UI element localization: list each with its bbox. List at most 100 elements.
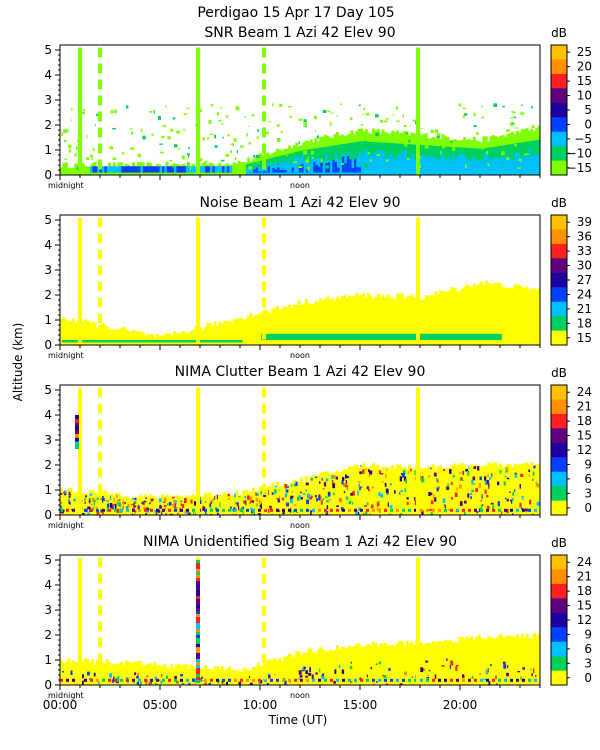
speckle — [84, 508, 87, 512]
speckle — [151, 133, 154, 136]
speckle — [490, 502, 493, 504]
speckle — [441, 665, 445, 667]
heat-column — [199, 495, 203, 515]
speckle — [336, 115, 339, 117]
colorbar-unit: dB — [551, 536, 567, 550]
speckle — [476, 132, 479, 135]
colorbar-label: 24 — [577, 385, 592, 399]
heat-column — [350, 333, 353, 341]
heat-column — [160, 340, 164, 343]
heat-column — [254, 492, 258, 515]
heat-column — [199, 327, 203, 345]
heat-column — [278, 333, 281, 341]
heat-column — [244, 668, 248, 685]
speckle — [182, 129, 186, 131]
speckle — [134, 505, 137, 508]
heat-column — [64, 319, 68, 345]
speckle — [318, 508, 321, 512]
speckle — [177, 512, 179, 515]
speckle — [427, 674, 430, 676]
speckle — [75, 445, 79, 449]
heat-column — [250, 168, 254, 175]
heat-column — [266, 310, 270, 345]
speckle — [192, 508, 195, 512]
speckle — [214, 134, 217, 139]
heat-column — [520, 634, 524, 685]
heat-column — [338, 472, 342, 515]
heat-column — [100, 340, 104, 343]
speckle — [394, 490, 396, 494]
speckle — [114, 503, 117, 509]
speckle — [481, 494, 483, 499]
heat-column — [153, 662, 157, 685]
heat-column — [314, 653, 318, 685]
heat-column — [340, 647, 344, 685]
heat-column — [153, 496, 157, 515]
speckle — [351, 156, 355, 160]
colorbar-label: 20 — [577, 60, 592, 74]
heat-column — [210, 340, 214, 343]
heat-column — [262, 170, 266, 173]
speckle — [76, 166, 79, 171]
speckle — [520, 112, 525, 115]
panel-title: NIMA Unidentified Sig Beam 1 Azi 42 Elev… — [143, 534, 457, 550]
speckle — [196, 596, 200, 599]
heat-column — [182, 664, 186, 685]
speckle — [148, 111, 153, 113]
heat-column — [450, 146, 453, 175]
heat-column — [501, 286, 505, 345]
speckle — [395, 106, 399, 110]
speckle — [314, 115, 317, 120]
speckle — [196, 605, 200, 608]
colorbar-swatch — [551, 131, 567, 147]
speckle — [383, 675, 387, 678]
speckle — [175, 507, 178, 509]
heat-column — [369, 466, 373, 515]
heat-column — [81, 340, 85, 343]
heat-column — [177, 334, 181, 345]
heat-column — [276, 660, 279, 685]
speckle — [330, 678, 333, 682]
speckle — [478, 483, 481, 488]
speckle — [519, 132, 522, 137]
speckle — [532, 471, 535, 476]
heat-column — [367, 644, 371, 685]
speckle — [76, 146, 78, 150]
speckle — [297, 496, 300, 501]
speckle — [204, 508, 207, 512]
speckle — [137, 673, 139, 678]
heat-column — [174, 340, 178, 343]
heat-column — [345, 469, 349, 515]
heat-column — [366, 150, 369, 175]
speckle — [378, 661, 382, 665]
heat-column — [336, 645, 339, 685]
heat-column — [475, 285, 479, 345]
figure-title: Perdigao 15 Apr 17 Day 105 — [197, 5, 394, 21]
speckle — [196, 569, 200, 572]
speckle — [329, 121, 332, 126]
heat-column — [456, 291, 459, 345]
heat-column — [520, 464, 524, 515]
speckle — [484, 160, 487, 162]
speckle — [133, 513, 136, 515]
y-tick-label: 1 — [44, 143, 52, 157]
speckle — [528, 469, 531, 473]
heat-column — [496, 282, 500, 345]
speckle — [96, 678, 99, 682]
heat-column — [512, 160, 516, 175]
heat-column — [280, 660, 284, 685]
colorbar-label: 6 — [584, 642, 592, 656]
heat-column — [292, 479, 296, 515]
speckle — [355, 681, 357, 683]
speckle — [210, 508, 213, 512]
speckle — [167, 503, 169, 506]
heat-column — [100, 491, 104, 515]
speckle — [61, 132, 64, 136]
heat-column — [148, 663, 152, 685]
speckle — [199, 109, 203, 112]
heat-column — [91, 659, 95, 685]
y-tick-label: 2 — [44, 288, 52, 302]
heat-column — [350, 296, 354, 345]
speckle — [318, 496, 321, 501]
heat-column — [150, 340, 154, 343]
